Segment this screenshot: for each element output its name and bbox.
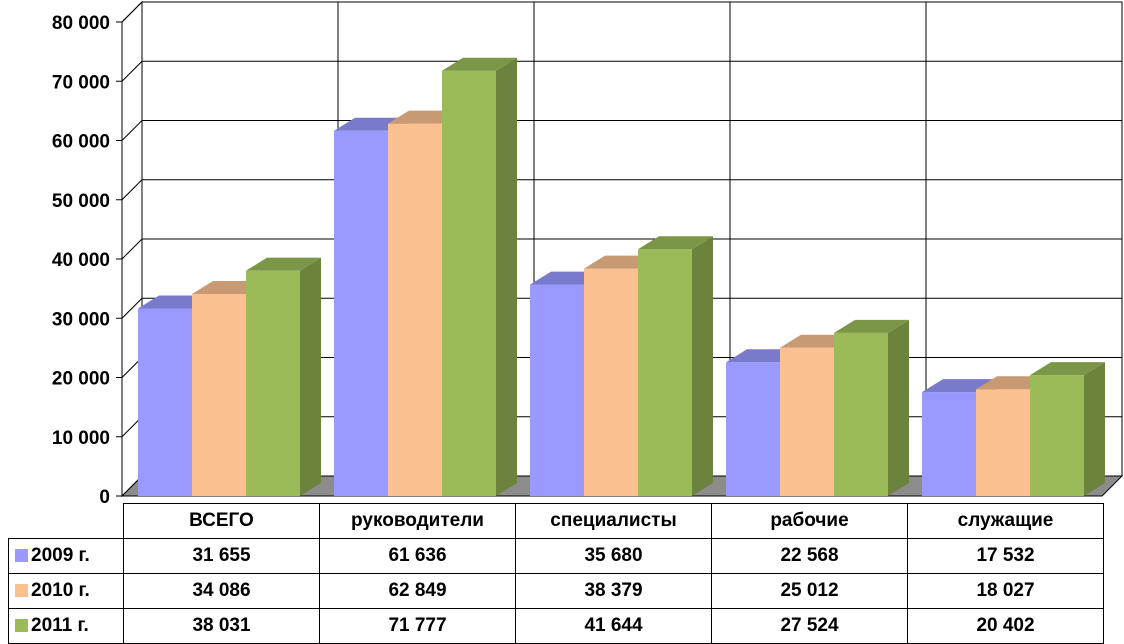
bar-side <box>496 57 517 496</box>
legend-entry: 2009 г. <box>8 538 124 574</box>
y-tick-label: 50 000 <box>52 191 110 212</box>
category-label: руководители <box>319 503 516 539</box>
bar <box>1030 375 1084 496</box>
gridline-side <box>121 179 143 201</box>
legend-label: 2010 г. <box>31 580 90 601</box>
gridline-side <box>121 60 143 82</box>
bar-side <box>888 319 909 496</box>
y-tick-label: 40 000 <box>52 250 110 271</box>
bar <box>192 294 246 496</box>
legend-swatch <box>15 619 28 632</box>
table-cell: 17 532 <box>907 538 1104 574</box>
bar-top <box>834 319 909 333</box>
bar <box>834 332 888 496</box>
bar-top <box>638 236 713 250</box>
legend-entry: 2011 г. <box>8 608 124 644</box>
bar <box>976 389 1030 496</box>
table-cell: 27 524 <box>711 608 908 644</box>
table-cell: 18 027 <box>907 573 1104 609</box>
y-tick-label: 60 000 <box>52 132 110 153</box>
table-cell: 35 680 <box>515 538 712 574</box>
category-label: рабочие <box>711 503 908 539</box>
bar <box>442 70 496 496</box>
gridline-side <box>121 238 143 260</box>
table-cell: 62 849 <box>319 573 516 609</box>
bar <box>246 270 300 496</box>
bar-top <box>442 57 517 71</box>
table-cell: 34 086 <box>123 573 320 609</box>
bar-top <box>1030 362 1105 376</box>
bar <box>138 308 192 496</box>
table-header-row: ВСЕГО руководители специалисты рабочие служа… <box>9 503 1104 539</box>
category-label: специалисты <box>515 503 712 539</box>
gridline-side <box>121 297 143 319</box>
table-cell: 61 636 <box>319 538 516 574</box>
bar-side <box>692 236 713 497</box>
table-row: 2010 г. 34 086 62 849 38 379 25 012 18 027 <box>8 573 1104 609</box>
bar <box>638 249 692 496</box>
legend-entry: 2010 г. <box>8 573 124 609</box>
table-cell: 41 644 <box>515 608 712 644</box>
y-tick-label: 70 000 <box>52 72 110 93</box>
gridline-side <box>121 120 143 141</box>
table-row: 2011 г. 38 031 71 777 41 644 27 524 20 402 <box>8 608 1104 644</box>
y-tick-label: 80 000 <box>52 13 110 34</box>
legend-label: 2009 г. <box>31 545 90 566</box>
bar <box>584 268 638 496</box>
data-table: ВСЕГО руководители специалисты рабочие служа… <box>8 503 1104 644</box>
legend-swatch <box>15 584 28 597</box>
table-corner <box>9 504 124 539</box>
bar-top <box>246 257 321 271</box>
table-cell: 31 655 <box>123 538 320 574</box>
bar <box>780 347 834 496</box>
legend-swatch <box>15 549 28 562</box>
y-tick-label: 20 000 <box>52 369 110 390</box>
bar <box>530 284 584 496</box>
y-tick-label: 30 000 <box>52 309 110 330</box>
legend-label: 2011 г. <box>31 615 89 636</box>
bar <box>726 362 780 496</box>
chart-3d-bar: 0 10 000 20 000 30 000 40 000 50 000 60 000 70 … <box>52 0 1124 503</box>
bar-side <box>1084 362 1105 496</box>
table-cell: 38 379 <box>515 573 712 609</box>
table-row: 2009 г. 31 655 61 636 35 680 22 568 17 532 <box>8 538 1104 574</box>
bar-side <box>300 257 321 496</box>
table-cell: 71 777 <box>319 608 516 644</box>
table-cell: 38 031 <box>123 608 320 644</box>
category-label: служащие <box>907 503 1104 539</box>
bar <box>334 130 388 496</box>
category-label: ВСЕГО <box>123 503 320 539</box>
y-tick-label: 0 <box>99 487 110 503</box>
bar <box>922 392 976 496</box>
y-tick-label: 10 000 <box>52 428 110 449</box>
table-cell: 20 402 <box>907 608 1104 644</box>
table-cell: 25 012 <box>711 573 908 609</box>
bar <box>388 123 442 496</box>
gridline-side <box>121 1 143 23</box>
table-cell: 22 568 <box>711 538 908 574</box>
